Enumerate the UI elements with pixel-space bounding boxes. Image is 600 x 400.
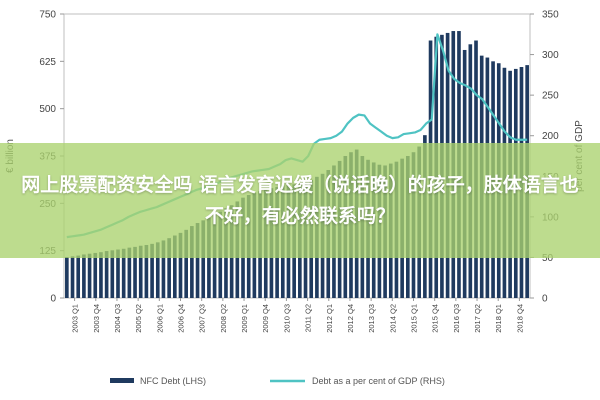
bar bbox=[99, 252, 103, 298]
right-tick-label: 200 bbox=[542, 131, 559, 142]
x-tick-label: 2015 Q4 bbox=[431, 304, 440, 333]
bar bbox=[76, 255, 81, 298]
bar bbox=[65, 257, 69, 298]
bar bbox=[195, 223, 200, 298]
bar bbox=[87, 253, 92, 298]
right-tick-label: 350 bbox=[542, 10, 559, 21]
bar bbox=[116, 249, 120, 298]
x-tick-label: 2003 Q1 bbox=[71, 304, 80, 333]
x-tick-label: 2004 Q3 bbox=[113, 304, 122, 333]
bar bbox=[173, 235, 177, 298]
legend-swatch-bar bbox=[110, 378, 134, 383]
bar bbox=[167, 238, 171, 298]
bar bbox=[144, 244, 149, 298]
x-tick-label: 2012 Q4 bbox=[346, 304, 355, 333]
bar bbox=[184, 229, 188, 298]
x-tick-label: 2013 Q3 bbox=[367, 304, 376, 333]
x-tick-label: 2018 Q4 bbox=[515, 304, 524, 333]
x-tick-label: 2003 Q4 bbox=[92, 304, 101, 333]
x-tick-label: 2008 Q2 bbox=[219, 304, 228, 333]
x-tick-label: 2009 Q4 bbox=[261, 304, 270, 333]
right-tick-label: 50 bbox=[542, 253, 554, 264]
bar bbox=[190, 226, 194, 298]
legend-label-line: Debt as a per cent of GDP (RHS) bbox=[312, 376, 445, 386]
x-tick-label: 2010 Q3 bbox=[282, 304, 291, 333]
bar bbox=[110, 250, 115, 298]
x-tick-label: 2017 Q2 bbox=[473, 304, 482, 333]
left-tick-label: 625 bbox=[39, 57, 56, 68]
bar bbox=[93, 252, 98, 298]
right-tick-label: 0 bbox=[542, 294, 548, 305]
bar bbox=[155, 242, 160, 298]
x-tick-label: 2005 Q2 bbox=[134, 304, 143, 333]
x-axis: 2003 Q1 2003 Q4 2004 Q3 2005 Q2 2006 Q1 2006 … bbox=[71, 298, 524, 333]
x-tick-label: 2016 Q3 bbox=[452, 304, 461, 333]
bar bbox=[201, 220, 206, 298]
x-tick-label: 2006 Q1 bbox=[155, 304, 164, 333]
left-tick-label: 750 bbox=[39, 10, 56, 21]
bar bbox=[161, 240, 166, 298]
legend: NFC Debt (LHS) Debt as a per cent of GDP… bbox=[110, 376, 445, 386]
x-tick-label: 2009 Q1 bbox=[240, 304, 249, 333]
left-tick-label: 500 bbox=[39, 104, 56, 115]
bar bbox=[70, 256, 75, 298]
bar bbox=[127, 247, 132, 298]
bar bbox=[104, 251, 109, 298]
bar bbox=[121, 248, 126, 298]
bar bbox=[138, 245, 143, 298]
x-tick-label: 2012 Q1 bbox=[325, 304, 334, 333]
bar bbox=[178, 232, 183, 298]
bar bbox=[82, 254, 86, 298]
bar bbox=[133, 246, 137, 298]
overlay-banner-text: 网上股票配资安全吗 语言发育迟缓（说话晚）的孩子，肢体语言也不好，有必然联系吗？ bbox=[21, 173, 579, 227]
right-tick-label: 300 bbox=[542, 50, 559, 61]
x-tick-label: 2015 Q1 bbox=[410, 304, 419, 333]
x-tick-label: 2011 Q2 bbox=[304, 304, 313, 332]
x-tick-label: 2014 Q2 bbox=[388, 304, 397, 333]
x-tick-label: 2018 Q1 bbox=[494, 304, 503, 333]
right-tick-label: 250 bbox=[542, 91, 559, 102]
overlay-banner: 网上股票配资安全吗 语言发育迟缓（说话晚）的孩子，肢体语言也不好，有必然联系吗？ bbox=[0, 143, 600, 258]
x-tick-label: 2007 Q3 bbox=[198, 304, 207, 333]
bar bbox=[150, 243, 154, 298]
legend-label-bar: NFC Debt (LHS) bbox=[140, 376, 206, 386]
left-tick-label: 0 bbox=[50, 294, 56, 305]
x-tick-label: 2006 Q4 bbox=[177, 304, 186, 333]
